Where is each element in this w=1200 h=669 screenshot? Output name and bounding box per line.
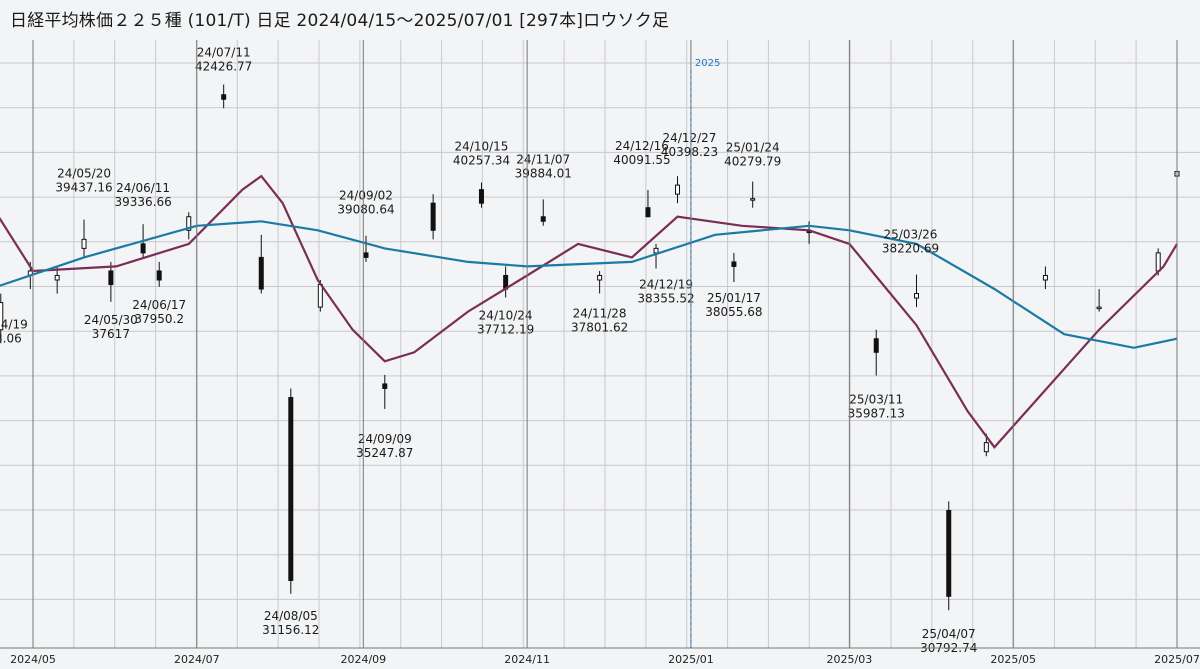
plot-area (0, 84, 1180, 611)
annotation-date: 25/01/17 (707, 291, 761, 305)
candle-body (946, 509, 952, 597)
candle-body (108, 270, 114, 286)
annotation-date: 24/08/05 (264, 609, 318, 623)
candle-body (731, 261, 737, 267)
annotation-value: 38220.69 (882, 242, 939, 256)
annotation-value: 35987.13 (848, 406, 905, 420)
annotation-date: 24/12/16 (615, 139, 669, 153)
annotation-value: 39336.66 (114, 195, 171, 209)
moving-average-line (0, 174, 1178, 449)
annotation-value: 37950.2 (134, 312, 184, 326)
candle-body (750, 198, 756, 201)
annotation-date: 24/04/19 (0, 318, 28, 332)
candle-body (430, 202, 436, 231)
annotation-value: 39080.64 (337, 203, 394, 217)
x-tick-label: 2024/05 (10, 653, 56, 666)
candle-body (478, 189, 484, 204)
candle-body (983, 442, 989, 453)
candle-body (597, 274, 603, 281)
x-tick-label: 2024/07 (174, 653, 220, 666)
candle-body (156, 270, 162, 281)
candle-body (317, 284, 323, 308)
annotation-value: 37801.62 (571, 320, 628, 334)
annotation-date: 24/12/19 (639, 277, 693, 291)
candle-body (0, 302, 4, 331)
candle-body (363, 252, 369, 258)
candle-body (258, 256, 264, 290)
annotation-date: 24/09/09 (358, 432, 412, 446)
candle-body (54, 274, 60, 281)
annotation-value: 40257.34 (453, 154, 510, 168)
x-tick-label: 2025/01 (668, 653, 714, 666)
annotation-date: 25/03/11 (849, 392, 903, 406)
annotation-date: 24/11/28 (573, 306, 627, 320)
x-tick-label: 2025/05 (990, 653, 1036, 666)
annotation-date: 24/09/02 (339, 189, 393, 203)
annotation-date: 24/06/11 (116, 181, 170, 195)
annotation-value: 38355.52 (637, 291, 694, 305)
annotation-value: 733.06 (0, 332, 22, 346)
candle-body (382, 383, 388, 389)
candle-body (1042, 274, 1048, 281)
x-tick-label: 2024/11 (504, 653, 550, 666)
annotation-date: 24/10/24 (479, 309, 533, 323)
annotation-date: 24/06/17 (132, 298, 186, 312)
annotation-date: 24/07/11 (197, 45, 251, 59)
annotation-value: 40279.79 (724, 155, 781, 169)
candle-body (675, 184, 681, 195)
annotation-value: 39437.16 (55, 181, 112, 195)
candle-body (653, 247, 659, 254)
candle-body (140, 243, 146, 254)
annotation-value: 37617 (92, 327, 130, 341)
candle-body (914, 293, 920, 299)
candle-body (288, 396, 294, 581)
grid (0, 40, 1200, 648)
candle-body (540, 216, 546, 222)
x-axis: 2024/05 2024/07 2024/09 2024/11 2025/01 2025/… (0, 40, 1200, 666)
x-tick-label: 2025/03 (827, 653, 873, 666)
moving-average-line (0, 220, 1178, 349)
candle-body (873, 338, 879, 353)
candle-body (1096, 306, 1102, 310)
annotation-value: 35247.87 (356, 446, 413, 460)
annotation-date: 25/03/26 (884, 228, 938, 242)
annotation-labels: 24/04/19733.0624/05/2039437.1624/05/3037… (0, 45, 977, 655)
x-tick-label: 2025/07 (1154, 653, 1200, 666)
candle-body (221, 94, 227, 100)
candle-body (81, 238, 87, 249)
chart-title: 日経平均株価２２５種 (101/T) 日足 2024/04/15～2025/07… (10, 11, 670, 31)
candle-body (1155, 252, 1161, 272)
annotation-value: 37712.19 (477, 323, 534, 337)
annotation-date: 24/11/07 (516, 152, 570, 166)
annotation-date: 24/05/20 (57, 167, 111, 181)
annotation-date: 24/12/27 (663, 131, 717, 145)
annotation-value: 42426.77 (195, 59, 252, 73)
annotation-value: 40091.55 (613, 153, 670, 167)
annotation-date: 25/01/24 (726, 141, 780, 155)
candle-body (186, 216, 192, 231)
annotation-value: 31156.12 (262, 623, 319, 637)
annotation-value: 40398.23 (661, 145, 718, 159)
annotation-date: 25/04/07 (922, 627, 976, 641)
annotation-value: 39884.01 (515, 166, 572, 180)
annotation-value: 38055.68 (705, 305, 762, 319)
x-tick-label: 2024/09 (340, 653, 386, 666)
candle-body (645, 207, 651, 218)
annotation-date: 24/10/15 (455, 140, 509, 154)
annotation-date: 24/05/30 (84, 313, 138, 327)
year-marker-label: 2025 (695, 58, 720, 69)
